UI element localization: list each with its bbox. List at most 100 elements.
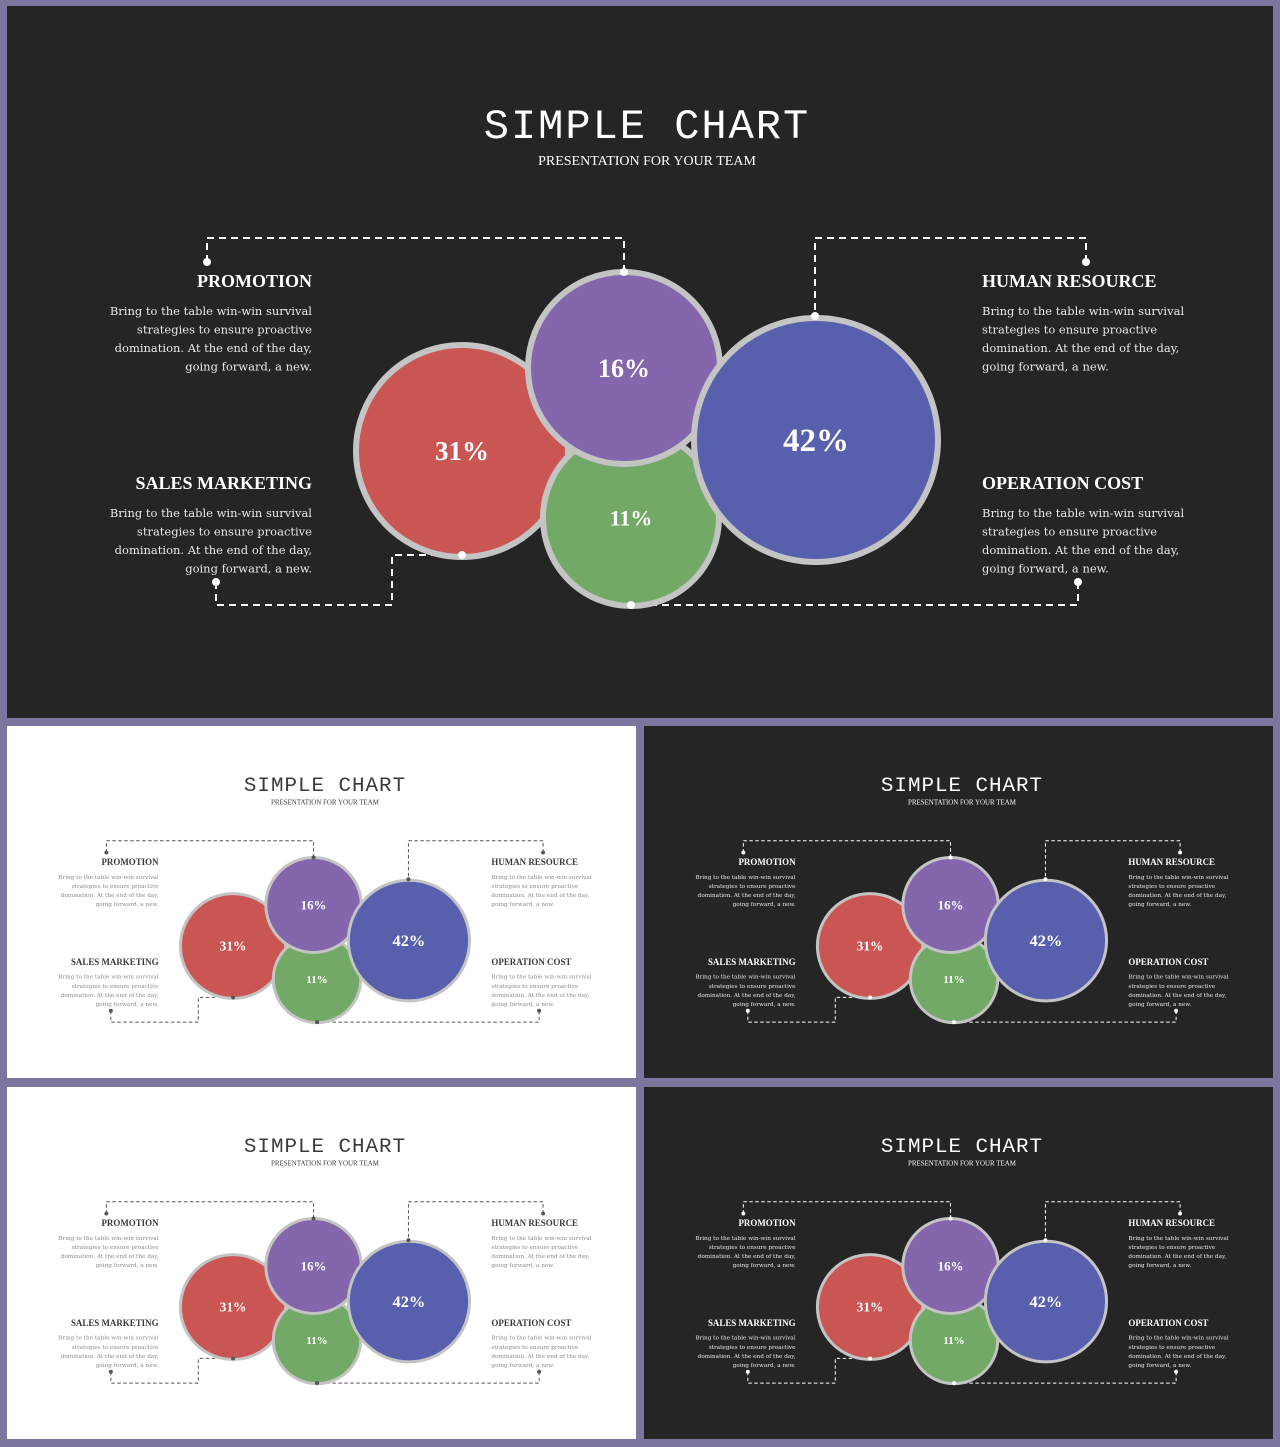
connector-dot-7 xyxy=(1074,578,1082,586)
body-line-1: Bring to the table win-win survival xyxy=(491,875,591,881)
bubble-blue[interactable]: 42% xyxy=(983,1239,1109,1364)
connector-dot-8 xyxy=(315,1020,320,1025)
heading-sales-marketing: SALES MARKETING xyxy=(708,957,796,967)
body-line-3: domination. At the end of the day, xyxy=(61,1354,159,1360)
body-line-4: going forward, a new. xyxy=(491,1363,554,1369)
bubble-red[interactable]: 31% xyxy=(178,892,288,1000)
slide-subtitle: PRESENTATION FOR YOUR TEAM xyxy=(271,1161,379,1168)
heading-human-resource: HUMAN RESOURCE xyxy=(491,857,578,867)
body-line-3: domination. At the end of the day, xyxy=(61,893,159,899)
body-line-4: going forward, a new. xyxy=(491,1002,554,1008)
body-line-2: strategies to ensure proactive xyxy=(491,1245,578,1251)
bubble-blue-value: 42% xyxy=(1030,1292,1063,1311)
bubble-green-value: 11% xyxy=(306,1335,327,1347)
body-line-1: Bring to the table win-win survival xyxy=(1128,1336,1228,1342)
heading-operation-cost: OPERATION COST xyxy=(1128,957,1208,967)
connector-dot-4 xyxy=(1043,877,1048,882)
body-line-3: domination. At the end of the day, xyxy=(698,1254,796,1260)
body-line-3: domination. At the end of the day, xyxy=(698,993,796,999)
slide-title: SIMPLE CHART xyxy=(244,1136,406,1159)
text-block-promotion: PROMOTION Bring to the table win-win surv… xyxy=(110,271,312,374)
text-block-promotion: PROMOTION Bring to the table win-win surv… xyxy=(695,1218,796,1269)
bubble-red[interactable]: 31% xyxy=(353,342,571,560)
heading-operation-cost: OPERATION COST xyxy=(491,957,571,967)
body-line-4: going forward, a new. xyxy=(982,562,1109,576)
heading-human-resource: HUMAN RESOURCE xyxy=(982,271,1157,291)
body-line-2: strategies to ensure proactive xyxy=(709,1345,796,1351)
slide-canvas: SIMPLE CHART PRESENTATION FOR YOUR TEAM 31… xyxy=(644,1087,1273,1439)
bubble-purple-value: 16% xyxy=(598,354,650,383)
bubble-blue[interactable]: 42% xyxy=(691,315,941,565)
body-line-1: Bring to the table win-win survival xyxy=(58,975,158,981)
text-block-sales-marketing: SALES MARKETING Bring to the table win-wi… xyxy=(695,1318,796,1369)
body-line-4: going forward, a new. xyxy=(96,1363,159,1369)
body-line-2: strategies to ensure proactive xyxy=(137,525,312,539)
slide-subtitle: PRESENTATION FOR YOUR TEAM xyxy=(271,800,379,807)
connector-line-1 xyxy=(206,237,625,272)
text-block-promotion: PROMOTION Bring to the table win-win surv… xyxy=(58,857,159,908)
slide-thumb-light-2[interactable]: SIMPLE CHART PRESENTATION FOR YOUR TEAM 31… xyxy=(7,1087,636,1439)
text-block-sales-marketing: SALES MARKETING Bring to the table win-wi… xyxy=(110,473,312,576)
connector-dot-1 xyxy=(741,850,746,855)
text-block-human-resource: HUMAN RESOURCE Bring to the table win-win… xyxy=(982,271,1184,374)
connector-dot-2 xyxy=(311,1216,316,1221)
slide-main[interactable]: SIMPLE CHART PRESENTATION FOR YOUR TEAM 31… xyxy=(7,6,1273,718)
slide-title: SIMPLE CHART xyxy=(881,1136,1043,1159)
slide-subtitle: PRESENTATION FOR YOUR TEAM xyxy=(538,154,756,169)
text-block-human-resource: HUMAN RESOURCE Bring to the table win-win… xyxy=(1128,1218,1228,1269)
bubble-purple[interactable]: 16% xyxy=(525,269,723,467)
body-line-1: Bring to the table win-win survival xyxy=(982,304,1184,318)
text-block-operation-cost: OPERATION COST Bring to the table win-win… xyxy=(982,473,1184,576)
bubble-purple-value: 16% xyxy=(301,898,327,912)
body-line-4: going forward, a new. xyxy=(96,1002,159,1008)
connector-line-2 xyxy=(407,840,544,880)
body-line-1: Bring to the table win-win survival xyxy=(58,1336,158,1342)
slide-thumb-dark-1[interactable]: SIMPLE CHART PRESENTATION FOR YOUR TEAM 31… xyxy=(644,726,1273,1078)
connector-dot-4 xyxy=(406,1238,411,1243)
heading-sales-marketing: SALES MARKETING xyxy=(71,957,159,967)
body-line-1: Bring to the table win-win survival xyxy=(695,1236,795,1242)
slide-canvas: SIMPLE CHART PRESENTATION FOR YOUR TEAM 31… xyxy=(7,6,1273,718)
connector-dot-7 xyxy=(537,1008,542,1013)
slide-thumb-light-1[interactable]: SIMPLE CHART PRESENTATION FOR YOUR TEAM 31… xyxy=(7,726,636,1078)
body-line-2: strategies to ensure proactive xyxy=(72,1345,159,1351)
heading-promotion: PROMOTION xyxy=(197,271,312,291)
heading-human-resource: HUMAN RESOURCE xyxy=(1128,1218,1215,1228)
text-block-operation-cost: OPERATION COST Bring to the table win-win… xyxy=(1128,957,1228,1008)
body-line-2: strategies to ensure proactive xyxy=(491,984,578,990)
body-line-2: strategies to ensure proactive xyxy=(72,884,159,890)
body-line-2: strategies to ensure proactive xyxy=(72,984,159,990)
connector-dot-8 xyxy=(315,1381,320,1386)
body-line-1: Bring to the table win-win survival xyxy=(982,506,1184,520)
bubble-blue[interactable]: 42% xyxy=(346,1239,472,1364)
heading-operation-cost: OPERATION COST xyxy=(491,1318,571,1328)
bubble-blue[interactable]: 42% xyxy=(346,878,472,1003)
heading-promotion: PROMOTION xyxy=(738,857,796,867)
body-line-4: going forward, a new. xyxy=(1128,1002,1191,1008)
connector-line-1 xyxy=(105,840,315,858)
text-block-promotion: PROMOTION Bring to the table win-win surv… xyxy=(695,857,796,908)
connector-dot-4 xyxy=(1043,1238,1048,1243)
connector-dot-2 xyxy=(311,855,316,860)
bubble-red-value: 31% xyxy=(857,939,884,954)
body-line-2: strategies to ensure proactive xyxy=(72,1245,159,1251)
heading-promotion: PROMOTION xyxy=(101,1218,159,1228)
connector-dot-7 xyxy=(537,1369,542,1374)
body-line-1: Bring to the table win-win survival xyxy=(58,1236,158,1242)
bubble-blue[interactable]: 42% xyxy=(983,878,1109,1003)
body-line-1: Bring to the table win-win survival xyxy=(491,1236,591,1242)
connector-dot-6 xyxy=(868,1356,873,1361)
body-line-3: domination. At the end of the day, xyxy=(115,341,312,355)
connector-dot-1 xyxy=(104,1211,109,1216)
bubble-purple-value: 16% xyxy=(938,1259,964,1273)
bubble-blue-value: 42% xyxy=(393,931,426,950)
connector-line-3 xyxy=(747,1357,871,1384)
heading-sales-marketing: SALES MARKETING xyxy=(708,1318,796,1328)
connector-line-3 xyxy=(110,1357,234,1384)
body-line-1: Bring to the table win-win survival xyxy=(110,506,312,520)
connector-dot-6 xyxy=(458,551,466,559)
bubble-blue-value: 42% xyxy=(1030,931,1063,950)
body-line-3: domination. At the end of the day, xyxy=(698,893,796,899)
slide-thumb-dark-2[interactable]: SIMPLE CHART PRESENTATION FOR YOUR TEAM 31… xyxy=(644,1087,1273,1439)
slide-subtitle: PRESENTATION FOR YOUR TEAM xyxy=(908,1161,1016,1168)
